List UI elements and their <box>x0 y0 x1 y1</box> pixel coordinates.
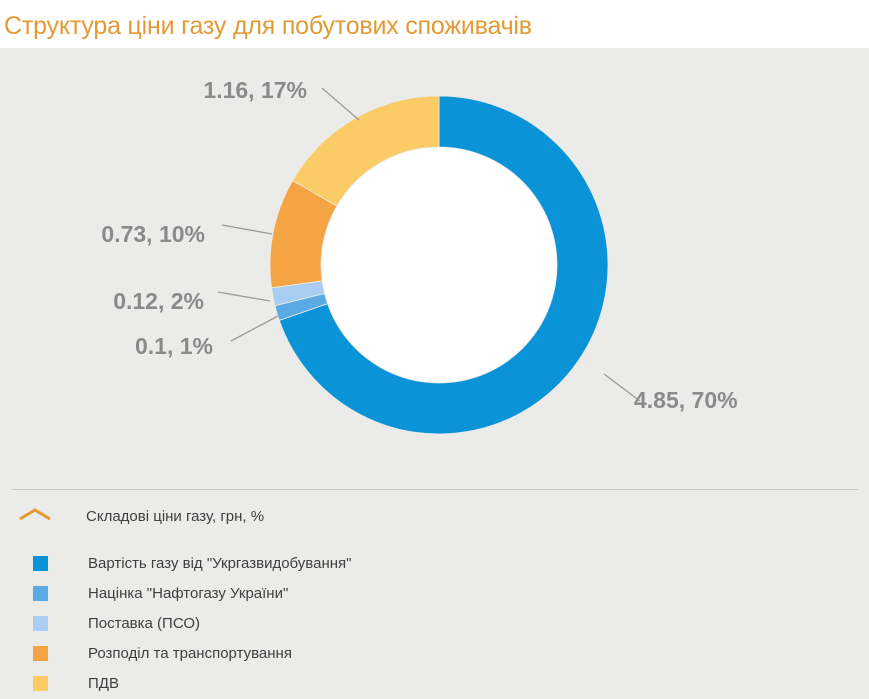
donut-slice-1 <box>278 95 609 435</box>
legend-line-label: Складові ціни газу, грн, % <box>86 508 265 525</box>
data-label-3: 0.12, 2% <box>113 288 204 314</box>
legend-item-2: Націнка "Нафтогазу України" <box>33 582 288 604</box>
data-label-2: 0.1, 1% <box>135 333 213 359</box>
legend-item-1: Вартість газу від "Укргазвидобування" <box>33 552 351 574</box>
data-label-1: 4.85, 70% <box>634 387 738 413</box>
legend-swatch <box>33 585 48 601</box>
legend-item-4: Розподіл та транспортування <box>33 642 292 664</box>
legend-label: Розподіл та транспортування <box>88 644 292 662</box>
legend-label: Поставка (ПСО) <box>88 614 200 632</box>
legend-swatch <box>33 645 48 661</box>
legend-swatch <box>33 615 48 631</box>
legend-item-5: ПДВ <box>33 672 119 694</box>
legend-label: Націнка "Нафтогазу України" <box>88 584 289 602</box>
line-series-icon <box>19 508 51 521</box>
legend-label: Вартість газу від "Укргазвидобування" <box>88 554 352 572</box>
legend-swatch <box>33 555 48 571</box>
legend-item-3: Поставка (ПСО) <box>33 612 200 634</box>
leader-line-5 <box>321 87 360 121</box>
data-label-4: 0.73, 10% <box>101 221 205 247</box>
legend-swatch <box>33 675 48 691</box>
data-label-5: 1.16, 17% <box>203 77 307 103</box>
leader-line-4 <box>221 224 273 235</box>
leader-line-2 <box>230 315 279 342</box>
leader-line-1 <box>603 373 641 402</box>
donut-hole <box>321 147 557 383</box>
chart-panel: 4.85, 70% 0.1, 1% 0.12, 2% 0.73, 10% 1.16, 1… <box>0 48 869 699</box>
leader-line-3 <box>217 291 271 302</box>
legend-label: ПДВ <box>88 674 119 692</box>
legend-divider <box>12 489 858 490</box>
donut-slice-5 <box>292 95 440 207</box>
donut-chart: 4.85, 70% 0.1, 1% 0.12, 2% 0.73, 10% 1.16, 1… <box>101 77 738 435</box>
chart-title: Структура ціни газу для побутових спожив… <box>4 12 532 40</box>
